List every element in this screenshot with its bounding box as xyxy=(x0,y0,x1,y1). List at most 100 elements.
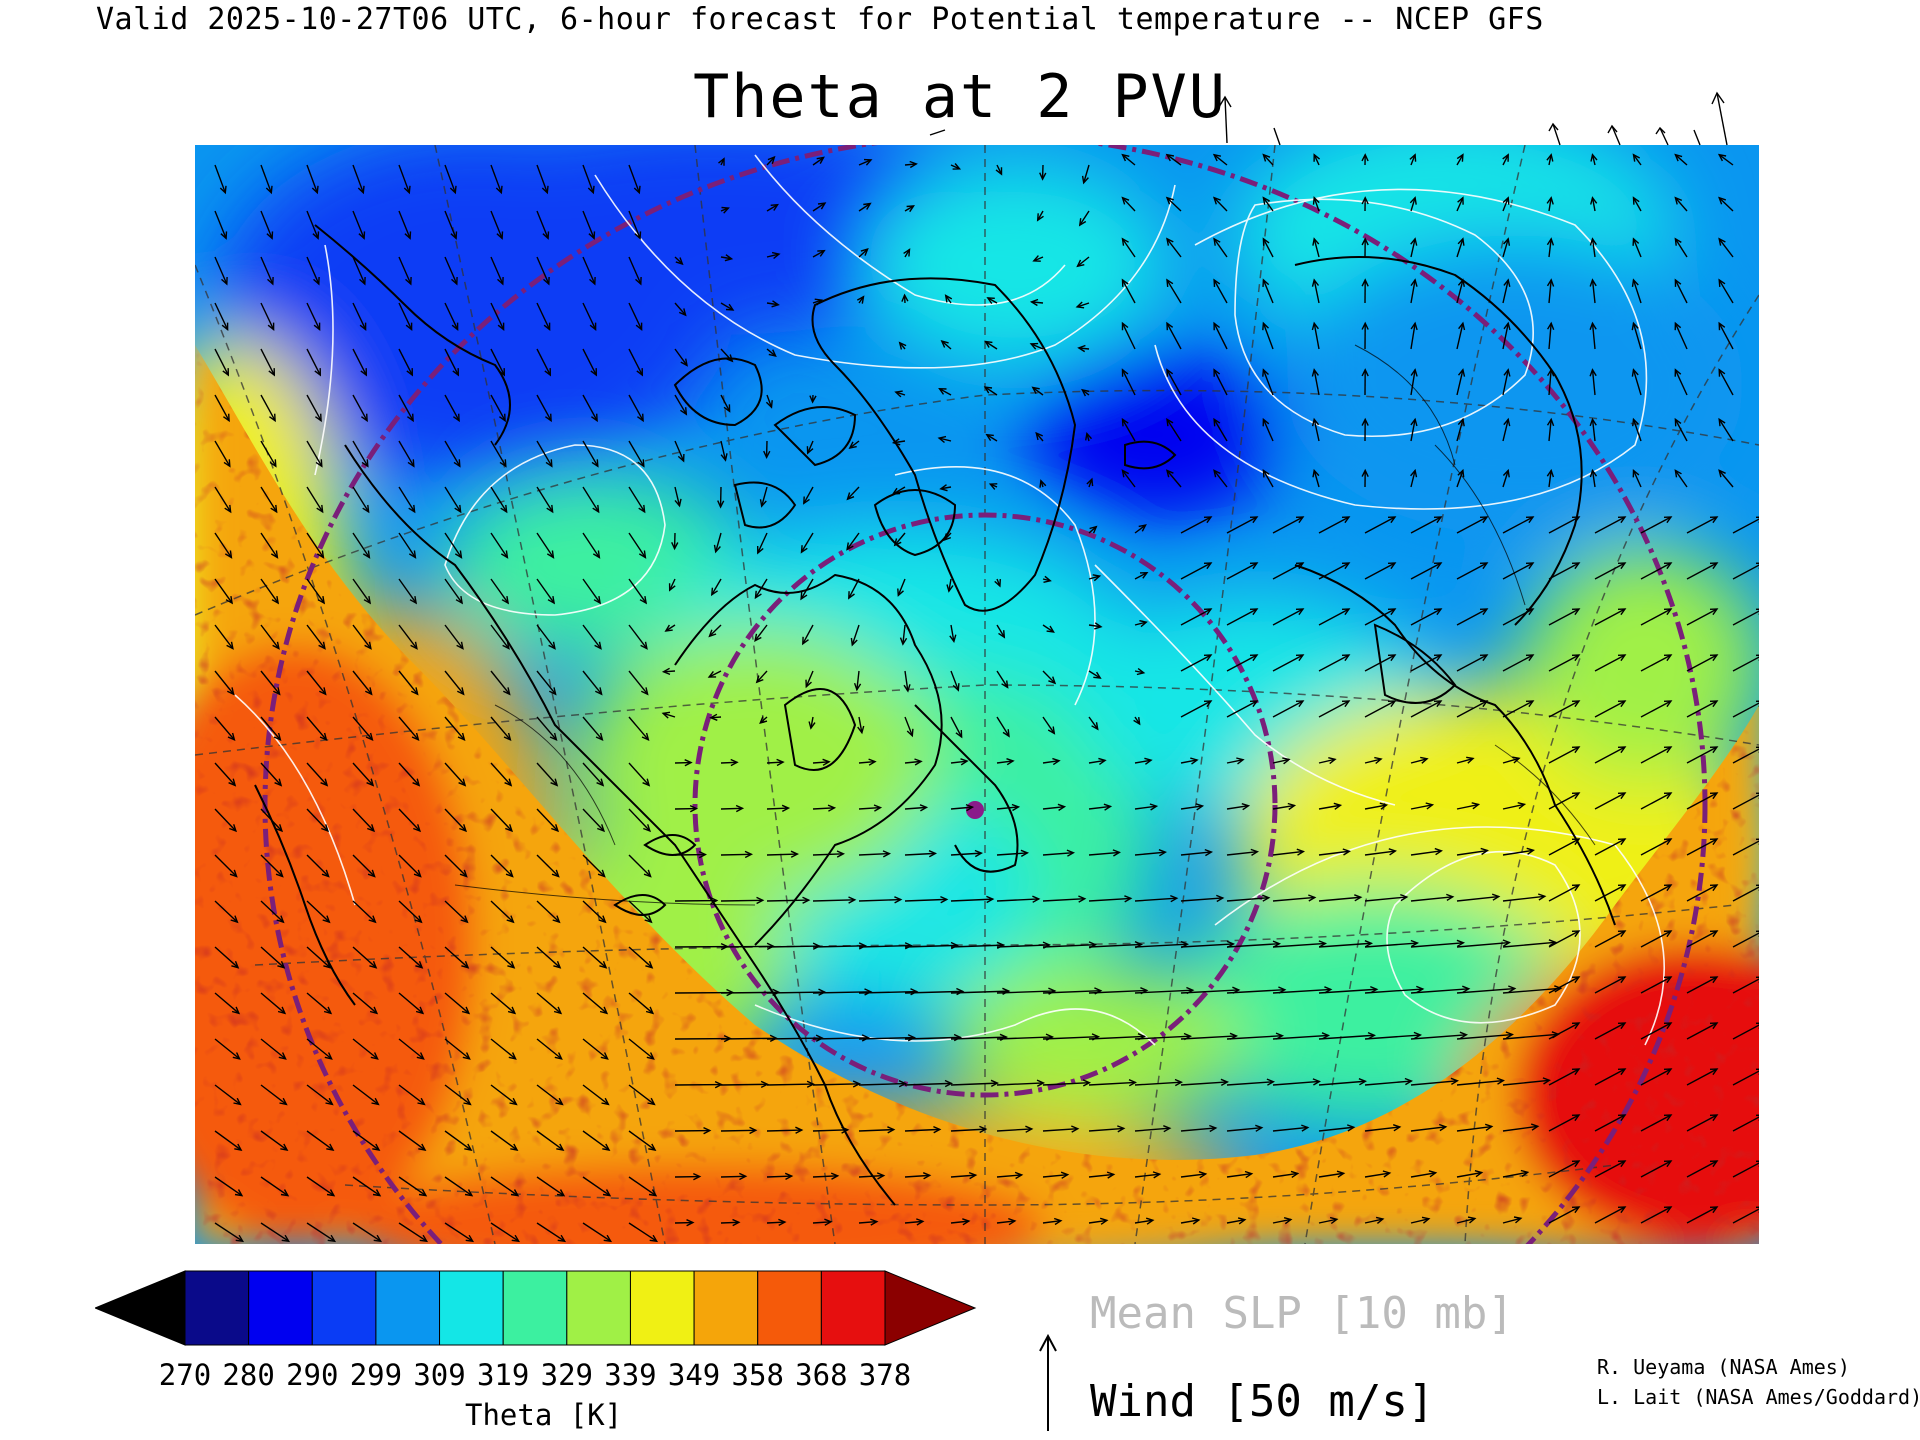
wind-arrow xyxy=(582,486,600,513)
wind-arrow xyxy=(1456,895,1499,902)
wind-arrow-head xyxy=(1479,562,1489,570)
wind-arrow-head xyxy=(1479,700,1489,708)
wind-arrow-head xyxy=(411,732,420,742)
wind-arrow xyxy=(858,159,872,166)
wind-arrow xyxy=(1410,369,1416,396)
wind-arrow xyxy=(1318,1080,1366,1086)
wind-arrow xyxy=(536,1176,565,1197)
wind-arrow xyxy=(904,944,958,948)
wind-arrow-head xyxy=(1674,321,1682,331)
wind-arrow xyxy=(1180,1081,1228,1086)
wind-arrow xyxy=(858,944,912,948)
wind-arrow xyxy=(1674,469,1688,488)
wind-arrow xyxy=(398,486,416,513)
wind-arrow xyxy=(1594,700,1626,718)
wind-arrow xyxy=(1548,1160,1580,1178)
wind-arrow xyxy=(849,440,860,449)
wind-arrow-head xyxy=(1387,562,1397,570)
wind-arrow-head xyxy=(1546,237,1555,246)
wind-arrow-head xyxy=(405,276,412,286)
wind-arrow-head xyxy=(316,550,325,559)
wind-arrow-head xyxy=(1262,368,1269,377)
wind-arrow xyxy=(444,762,466,786)
wind-arrow-head xyxy=(1006,758,1015,766)
wind-arrow-head xyxy=(550,778,559,787)
wind-arrow xyxy=(904,898,947,902)
wind-arrow-head xyxy=(790,850,800,858)
wind-arrow xyxy=(1088,1219,1107,1224)
wind-arrow-head xyxy=(1361,417,1369,426)
wind-arrow-head xyxy=(1262,196,1270,205)
wind-arrow-head xyxy=(891,438,901,446)
wind-arrow-head xyxy=(1374,756,1383,765)
wind-arrow-head xyxy=(1035,431,1043,441)
wind-arrow-head xyxy=(1121,237,1129,246)
wind-arrow xyxy=(1674,154,1688,166)
wind-arrow-head xyxy=(1709,792,1719,800)
wind-arrow-head xyxy=(1433,516,1443,524)
wind-arrow-head xyxy=(360,413,368,423)
wind-arrow-head xyxy=(1709,930,1719,938)
wind-arrow xyxy=(1686,654,1718,672)
wind-arrow-head xyxy=(784,1172,794,1181)
wind-arrow-head xyxy=(1085,431,1093,441)
wind-arrow-head xyxy=(708,629,717,638)
wind-arrow xyxy=(352,716,373,741)
wind-arrow-head xyxy=(815,1034,824,1042)
wind-arrow-head xyxy=(1203,654,1213,662)
wind-arrow xyxy=(950,716,963,738)
wind-arrow xyxy=(490,440,507,467)
wind-arrow xyxy=(398,302,413,330)
wind-arrow xyxy=(398,854,422,878)
map-title: Theta at 2 PVU xyxy=(693,62,1227,132)
wind-arrow xyxy=(1456,516,1488,534)
wind-arrow xyxy=(1718,322,1734,350)
wind-arrow-head xyxy=(1166,278,1174,287)
wind-arrow-head xyxy=(720,453,728,462)
wind-arrow xyxy=(1410,1172,1436,1178)
wind-arrow-head xyxy=(452,368,460,377)
wind-arrow xyxy=(444,624,464,650)
wind-arrow xyxy=(1088,1035,1145,1040)
wind-arrow xyxy=(1718,469,1734,488)
wind-arrow-head xyxy=(1342,848,1352,856)
wind-arrow xyxy=(444,808,467,832)
wind-arrow-head xyxy=(1589,468,1598,478)
wind-arrow-head xyxy=(633,185,641,195)
colorbar-cell xyxy=(757,1270,822,1346)
wind-arrow xyxy=(1213,369,1228,396)
colorbar-cell xyxy=(311,1270,377,1346)
wind-arrow xyxy=(1594,1206,1626,1224)
wind-arrow xyxy=(306,900,330,923)
wind-arrow xyxy=(674,256,683,265)
wind-arrow-head xyxy=(876,1172,886,1180)
wind-arrow-head xyxy=(846,492,855,501)
wind-arrow xyxy=(950,1220,969,1224)
wind-arrow xyxy=(1226,1219,1245,1224)
wind-arrow-head xyxy=(409,595,418,605)
wind-arrow-head xyxy=(1388,848,1397,856)
colorbar-tick-label: 319 xyxy=(476,1358,530,1392)
wind-arrow xyxy=(352,946,377,969)
wind-arrow-head xyxy=(592,504,600,514)
wind-arrow xyxy=(214,440,231,467)
wind-arrow-head xyxy=(318,687,327,696)
wind-arrow xyxy=(674,440,685,462)
wind-arrow xyxy=(1272,700,1304,718)
wind-arrow-head xyxy=(408,504,416,514)
wind-arrow-head xyxy=(279,1097,288,1106)
wind-arrow xyxy=(720,945,774,948)
wind-arrow-head xyxy=(765,400,773,409)
wind-arrow-head xyxy=(234,1189,244,1197)
wind-arrow-head xyxy=(1237,1217,1247,1225)
wind-arrow-head xyxy=(597,824,606,833)
wind-arrow xyxy=(260,256,274,285)
wind-arrow-head xyxy=(863,202,872,210)
wind-arrow xyxy=(950,1128,986,1132)
wind-arrow xyxy=(582,670,603,695)
wind-arrow xyxy=(628,1130,656,1151)
wind-arrow-head xyxy=(802,896,811,904)
wind-arrow-head xyxy=(1346,1124,1356,1132)
wind-arrow xyxy=(1262,322,1274,350)
wind-arrow xyxy=(1262,470,1274,488)
